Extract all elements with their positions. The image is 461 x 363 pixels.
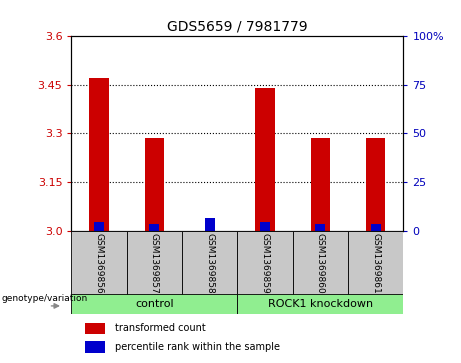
Text: GSM1369859: GSM1369859 [260,233,270,294]
Text: genotype/variation: genotype/variation [1,294,88,303]
Bar [293,231,348,296]
Bar [182,231,237,296]
Text: GSM1369856: GSM1369856 [95,233,104,294]
Bar [85,323,105,334]
Bar [255,88,275,231]
Text: transformed count: transformed count [115,323,205,334]
Bar [237,294,403,314]
Bar [260,223,270,231]
Text: percentile rank within the sample: percentile rank within the sample [115,342,280,352]
Text: GSM1369860: GSM1369860 [316,233,325,294]
Bar [315,224,325,231]
Title: GDS5659 / 7981779: GDS5659 / 7981779 [167,20,308,34]
Bar [366,138,385,231]
Text: GSM1369857: GSM1369857 [150,233,159,294]
Bar [311,138,330,231]
Bar [71,294,237,314]
Bar [371,224,381,231]
Bar [94,223,104,231]
Bar [145,138,164,231]
Bar [127,231,182,296]
Bar [149,224,160,231]
Text: control: control [135,299,174,309]
Bar [89,78,109,231]
Text: GSM1369858: GSM1369858 [205,233,214,294]
Bar [237,231,293,296]
Bar [71,231,127,296]
Bar [205,218,215,231]
Text: GSM1369861: GSM1369861 [371,233,380,294]
Text: ROCK1 knockdown: ROCK1 knockdown [268,299,373,309]
Bar [348,231,403,296]
Bar [85,342,105,353]
